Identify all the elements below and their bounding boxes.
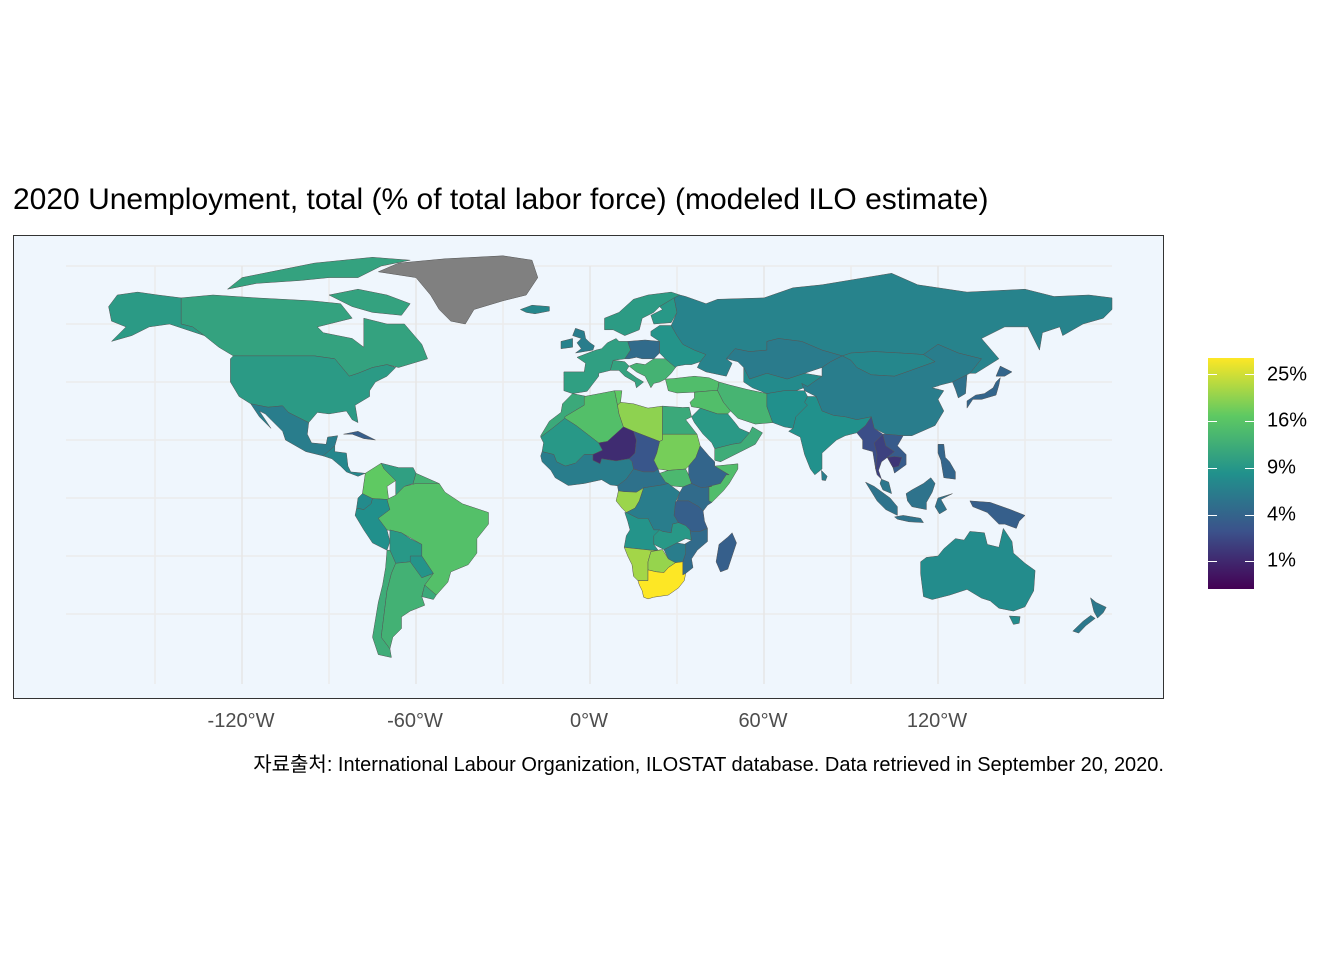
legend-tick [1208, 468, 1217, 469]
country-west-africa [540, 451, 634, 487]
country-australia [920, 527, 1036, 612]
country-new-zealand-n [1090, 597, 1107, 619]
source-caption: 자료출처: International Labour Organization,… [253, 754, 1164, 776]
country-russia [670, 273, 1113, 377]
country-japan [966, 376, 1001, 409]
legend-label: 25% [1267, 363, 1308, 386]
legend-label: 1% [1267, 549, 1296, 572]
legend-label: 9% [1267, 456, 1296, 479]
country-canada-arctic [227, 257, 411, 290]
legend-colorbar [1208, 358, 1254, 589]
country-cuba [343, 431, 376, 441]
country-canada-baffin [328, 288, 411, 316]
map-panel [13, 235, 1164, 699]
country-egypt [662, 405, 698, 435]
country-uruguay [421, 584, 437, 600]
x-tick-label: 0°W [570, 710, 608, 732]
country-iceland [519, 304, 550, 315]
x-tick-label: 60°W [738, 710, 788, 732]
country-ireland [560, 338, 573, 349]
country-madagascar [715, 532, 737, 573]
country-malaysia [879, 478, 892, 495]
x-tick-label: -60°W [387, 710, 443, 732]
country-uk [572, 327, 595, 354]
x-tick-label: -120°W [207, 710, 275, 732]
country-sri-lanka [821, 469, 828, 481]
country-shapes [108, 255, 1113, 658]
legend-tick [1245, 468, 1254, 469]
chart-title: 2020 Unemployment, total (% of total lab… [13, 183, 989, 216]
country-new-zealand-s [1072, 615, 1096, 634]
country-hokkaido [995, 365, 1013, 377]
legend-tick [1245, 421, 1254, 422]
legend-label: 16% [1267, 409, 1308, 432]
legend-label: 4% [1267, 503, 1296, 526]
country-yemen-oman [714, 426, 763, 463]
country-venezuela [380, 462, 417, 496]
legend-tick [1245, 561, 1254, 562]
country-central-europe [624, 339, 660, 360]
country-central-america [322, 445, 366, 477]
country-philippines [937, 444, 956, 480]
country-sumatra [864, 481, 898, 516]
country-argentina [380, 561, 435, 650]
legend-tick [1208, 374, 1217, 375]
country-italy [609, 360, 645, 389]
legend-tick [1245, 515, 1254, 516]
country-korea [952, 374, 968, 399]
legend-tick [1208, 515, 1217, 516]
legend-tick [1208, 421, 1217, 422]
country-java [893, 515, 924, 523]
country-greenland [377, 255, 539, 325]
country-turkey [665, 375, 720, 394]
country-indochina [882, 433, 907, 474]
country-tasmania [1008, 615, 1021, 625]
country-angola [623, 512, 661, 551]
country-cambodia [886, 456, 903, 468]
country-new-guinea [969, 500, 1026, 529]
legend-tick [1245, 374, 1254, 375]
legend-tick [1208, 561, 1217, 562]
country-alaska [108, 291, 205, 342]
world-map [66, 255, 1113, 684]
country-south-africa [637, 561, 687, 600]
x-tick-label: 120°W [906, 710, 968, 732]
country-borneo [905, 477, 936, 510]
country-sulawesi [934, 493, 953, 515]
